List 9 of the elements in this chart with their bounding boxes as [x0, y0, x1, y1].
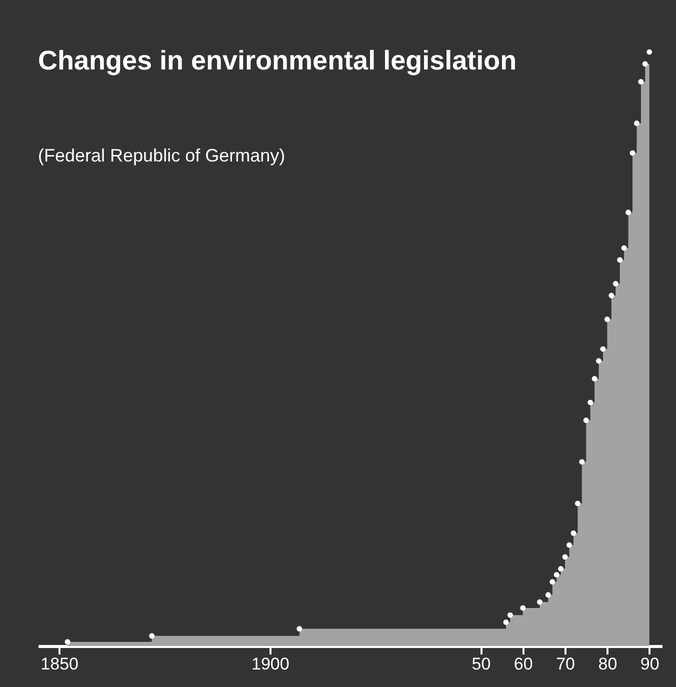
x-tick-label: 50	[472, 654, 491, 674]
x-tick-label: 70	[556, 654, 575, 674]
text: (Federal Republic of Germany)	[38, 145, 286, 166]
x-tick-label: 90	[640, 654, 660, 674]
x-tick-label: 60	[514, 654, 533, 674]
x-tick-label: 80	[598, 654, 618, 674]
x-tick-label: 1900	[251, 654, 290, 674]
x-tick-label: 1850	[40, 654, 78, 674]
chart-title: Changes in environmental legislation	[38, 45, 517, 76]
